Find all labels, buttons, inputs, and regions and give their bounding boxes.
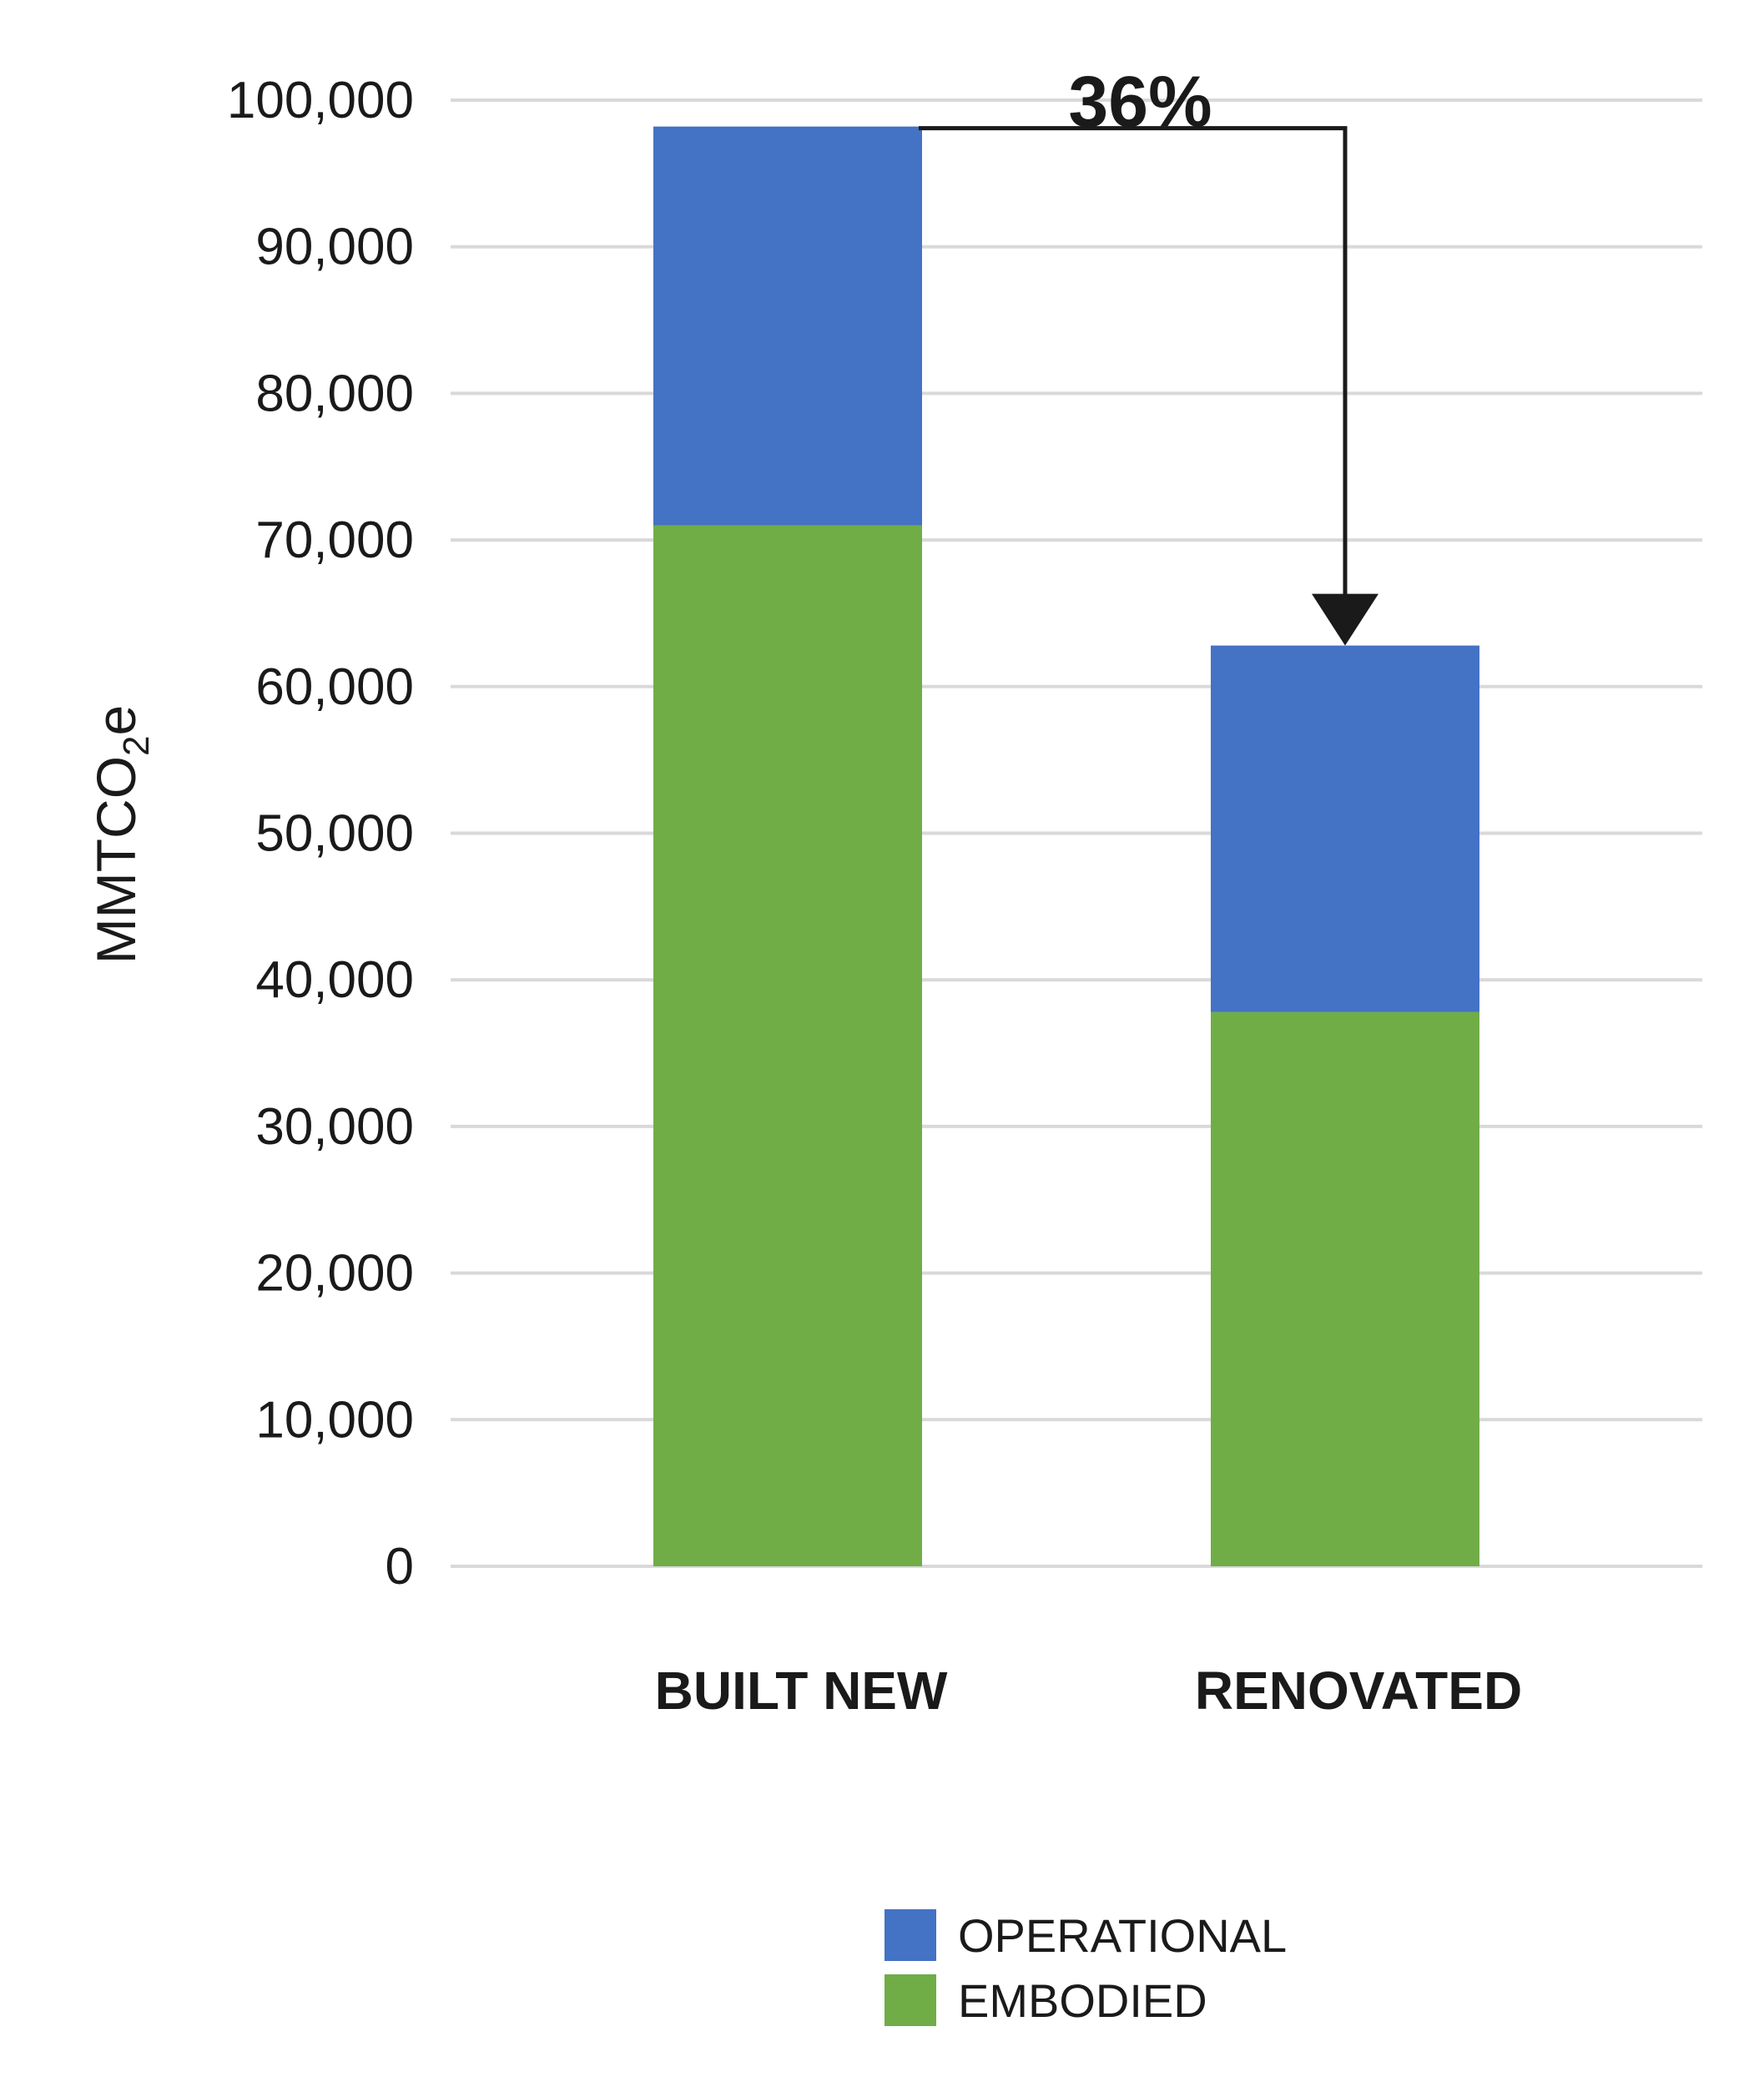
legend-swatch-operational — [885, 1909, 936, 1961]
category-label: BUILT NEW — [655, 1661, 948, 1721]
reduction-arrow-line — [919, 126, 1348, 596]
legend-label-operational: OPERATIONAL — [958, 1909, 1287, 1962]
reduction-annotation: 36% — [919, 63, 1378, 646]
y-tick-label: 20,000 — [255, 1245, 414, 1303]
legend: OPERATIONAL EMBODIED — [885, 1909, 1287, 2027]
y-tick-label: 90,000 — [255, 219, 414, 276]
y-tick-label: 100,000 — [227, 72, 414, 129]
legend-swatch-embodied — [885, 1974, 936, 2026]
bar-operational-built-new — [653, 126, 922, 526]
y-tick-label: 50,000 — [255, 805, 414, 863]
y-tick-label: 80,000 — [255, 365, 414, 422]
bar-embodied-built-new — [653, 525, 922, 1566]
legend-label-embodied: EMBODIED — [958, 1974, 1207, 2027]
y-tick-label: 60,000 — [255, 658, 414, 716]
y-tick-label: 10,000 — [255, 1391, 414, 1449]
y-axis-ticks: 0 10,000 20,000 30,000 40,000 50,000 60,000 70,… — [227, 72, 414, 1595]
y-axis-label-main: MMTCO — [85, 756, 147, 964]
reduction-arrow-head — [1312, 593, 1378, 646]
y-tick-label: 70,000 — [255, 512, 414, 569]
y-axis-label-suffix: e — [85, 705, 147, 736]
y-tick-label: 30,000 — [255, 1098, 414, 1156]
y-axis-label: MMTCO2e — [85, 705, 157, 964]
category-label: RENOVATED — [1195, 1661, 1522, 1721]
x-axis-categories: BUILT NEW RENOVATED — [655, 1661, 1523, 1721]
bar-embodied-renovated — [1211, 1011, 1479, 1566]
gridlines — [451, 98, 1702, 1568]
y-axis-label-subscript: 2 — [116, 735, 157, 755]
y-tick-label: 0 — [386, 1538, 414, 1595]
bars — [653, 126, 1479, 1566]
y-tick-label: 40,000 — [255, 951, 414, 1009]
reduction-percent-label: 36% — [1068, 63, 1212, 143]
bar-operational-renovated — [1211, 645, 1479, 1012]
